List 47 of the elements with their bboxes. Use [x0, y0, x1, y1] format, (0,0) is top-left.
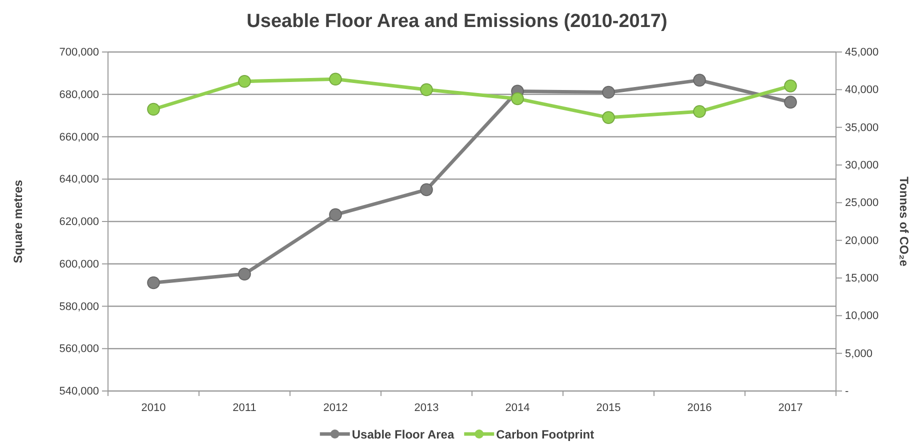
y-tick-label: 600,000 [59, 258, 99, 270]
point [147, 102, 160, 116]
point [784, 79, 797, 92]
x-tick-label: 2015 [596, 402, 621, 414]
y2-tick-label: 15,000 [845, 272, 879, 285]
y2-tick-label: 5,000 [845, 348, 873, 360]
y2-tick-label: 35,000 [845, 122, 879, 134]
point [329, 72, 342, 86]
legend-label: Carbon Footprint [496, 428, 594, 442]
y2-tick-label: 40,000 [845, 84, 879, 96]
x-tick-label: 2017 [778, 402, 803, 414]
x-tick-label: 2013 [414, 402, 439, 414]
point [602, 111, 615, 124]
y-tick-label: 580,000 [59, 300, 99, 313]
chart-title: Useable Floor Area and Emissions (2010-2017) [246, 11, 668, 32]
y2-tick-label: 30,000 [845, 160, 879, 172]
y2-tick-label: 45,000 [845, 46, 879, 59]
y2-tick-label: 25,000 [845, 197, 879, 210]
y-tick-label: 560,000 [59, 343, 99, 356]
y-tick-label: 620,000 [59, 216, 99, 228]
point [693, 74, 706, 87]
point [147, 276, 160, 290]
legend-label: Usable Floor Area [352, 428, 454, 442]
point [693, 105, 706, 118]
x-tick-label: 2011 [232, 402, 256, 414]
y-axis-title: Square metres [11, 179, 25, 264]
point [511, 92, 524, 106]
y-tick-label: 540,000 [59, 386, 99, 398]
y-tick-label: 640,000 [59, 174, 99, 186]
y-tick-label: 680,000 [59, 88, 99, 101]
x-tick-label: 2016 [687, 402, 712, 414]
x-tick-label: 2010 [141, 402, 166, 414]
point [784, 96, 797, 109]
point [602, 86, 615, 99]
y-tick-label: 700,000 [59, 46, 99, 59]
x-tick-label: 2012 [323, 402, 348, 414]
x-tick-label: 2014 [505, 402, 530, 414]
y2-tick-label: 10,000 [845, 310, 879, 322]
y-tick-label: 660,000 [59, 131, 99, 144]
point [420, 183, 433, 196]
point [420, 83, 433, 96]
point [238, 74, 251, 88]
y2-axis-title: Tonnes of CO₂e [897, 176, 911, 267]
point [238, 268, 251, 280]
y2-tick-label: - [845, 386, 849, 398]
y2-tick-label: 20,000 [845, 234, 879, 247]
point [329, 208, 342, 222]
